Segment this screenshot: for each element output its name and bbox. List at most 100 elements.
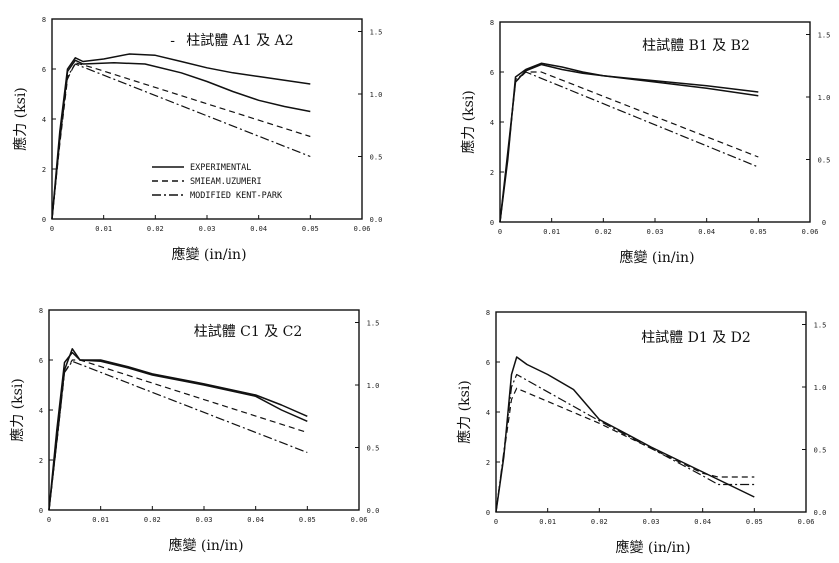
y-tick-label: 8 xyxy=(39,307,43,315)
y2-tick-label: 1.0 xyxy=(814,384,827,392)
y2-tick-label: 1.5 xyxy=(367,320,380,328)
x-tick-label: 0.02 xyxy=(595,228,612,236)
series-line-solid xyxy=(51,53,311,220)
x-tick-label: 0.05 xyxy=(302,225,319,233)
legend-label: EXPERIMENTAL xyxy=(190,163,251,173)
chart-title: 柱試體 A1 及 A2 xyxy=(186,33,293,49)
y2-tick-label: 0.5 xyxy=(367,445,380,453)
series-line-dashdot xyxy=(495,373,755,513)
y-axis-label: 應力 (ksi) xyxy=(9,378,26,442)
x-tick-label: 0.02 xyxy=(147,225,164,233)
chart-panel-2: 0 0.01 0.02 0.03 0.04 0.05 0.060246800.51.01.5… xyxy=(460,19,830,266)
x-tick-label: 0.04 xyxy=(247,516,264,524)
x-axis-label: 應變 (in/in) xyxy=(619,249,694,266)
y2-tick-label: 1.0 xyxy=(367,382,380,390)
y-tick-label: 2 xyxy=(39,457,43,465)
series-line-dashed xyxy=(51,62,311,220)
x-tick-label: 0.04 xyxy=(694,518,711,526)
x-tick-label: 0.06 xyxy=(351,516,368,524)
y-tick-label: 8 xyxy=(486,309,490,317)
y-axis-label: 應力 (ksi) xyxy=(12,87,29,151)
x-tick-label: 0 xyxy=(47,516,51,524)
x-tick-label: 0.05 xyxy=(746,518,763,526)
series-line-solid xyxy=(499,63,759,223)
y2-tick-label: 0.5 xyxy=(370,154,383,162)
y2-tick-label: 1.0 xyxy=(370,91,383,99)
legend-label: SMIEAM.UZUMERI xyxy=(190,177,262,187)
y2-tick-label: 1.5 xyxy=(814,322,827,330)
chart-title: 柱試體 C1 及 C2 xyxy=(194,324,303,340)
chart-title: 柱試體 D1 及 D2 xyxy=(641,330,751,346)
y2-tick-label: 0 xyxy=(822,219,826,227)
x-tick-label: 0.03 xyxy=(199,225,216,233)
y-tick-label: 6 xyxy=(42,66,46,74)
y2-tick-label: 0.0 xyxy=(367,507,380,515)
x-tick-label: 0.01 xyxy=(539,518,556,526)
chart-panel-3: 0 0.01 0.02 0.03 0.04 0.05 0.06 0 2 4 6 8 0.0 0.5 1.0 1… xyxy=(9,307,379,554)
x-tick-label: 0.06 xyxy=(802,228,819,236)
y2-tick-label: 0.5 xyxy=(814,447,827,455)
y-tick-label: 6 xyxy=(490,69,494,77)
legend-label: MODIFIED KENT-PARK xyxy=(190,191,283,201)
y-tick-label: 2 xyxy=(490,169,494,177)
y-tick-label: 8 xyxy=(490,19,494,27)
x-tick-label: 0.03 xyxy=(647,228,664,236)
chart-panel-4: 0 0.01 0.02 0.03 0.04 0.05 0.06 0 2 4 6 8 0.0 0.5 1.0 1… xyxy=(456,309,826,556)
y2-tick-label: 0.0 xyxy=(814,509,827,517)
y-tick-label: 2 xyxy=(486,459,490,467)
y-tick-label: 4 xyxy=(486,409,490,417)
y-tick-label: 4 xyxy=(42,116,46,124)
y-tick-label: 2 xyxy=(42,166,46,174)
series-line-solid xyxy=(48,348,308,511)
x-tick-label: 0.06 xyxy=(798,518,815,526)
series-line-solid xyxy=(48,351,308,511)
y-tick-label: 4 xyxy=(39,407,43,415)
series-line-dashdot xyxy=(499,71,759,223)
x-tick-label: 0.02 xyxy=(144,516,161,524)
y2-tick-label: 0.5 xyxy=(818,157,831,165)
y2-tick-label: 1.0 xyxy=(818,94,831,102)
series-line-dashdot xyxy=(48,360,308,511)
x-tick-label: 0.01 xyxy=(95,225,112,233)
x-tick-label: 0.04 xyxy=(698,228,715,236)
series-line-solid xyxy=(51,59,311,220)
x-axis-label: 應變 (in/in) xyxy=(168,537,243,554)
plot-frame xyxy=(51,18,363,220)
x-tick-label: 0.02 xyxy=(591,518,608,526)
x-tick-label: 0.01 xyxy=(92,516,109,524)
y-tick-label: 8 xyxy=(42,16,46,24)
y-axis-label: 應力 (ksi) xyxy=(460,90,477,154)
x-axis-label: 應變 (in/in) xyxy=(615,539,690,556)
x-tick-label: 0.03 xyxy=(643,518,660,526)
x-axis-label: 應變 (in/in) xyxy=(171,246,246,263)
x-tick-label: 0.05 xyxy=(750,228,767,236)
series-line-solid xyxy=(499,62,759,223)
x-tick-label: 0 xyxy=(494,518,498,526)
series-line-dashed xyxy=(499,71,759,223)
x-tick-label: 0.01 xyxy=(543,228,560,236)
series-line-dashdot xyxy=(51,63,311,220)
chart-panel-1: 0 0.01 0.02 0.03 0.04 0.05 0.06 0 2 4 6 8 0.0 0.5 1.0 1… xyxy=(12,16,382,263)
y-tick-label: 0 xyxy=(39,507,43,515)
chart-title-prefix: - xyxy=(170,33,175,49)
y-axis-label: 應力 (ksi) xyxy=(456,380,473,444)
x-tick-label: 0.06 xyxy=(354,225,371,233)
x-tick-label: 0.04 xyxy=(250,225,267,233)
y-tick-label: 0 xyxy=(490,219,494,227)
y-tick-label: 6 xyxy=(486,359,490,367)
y2-tick-label: 0.0 xyxy=(370,216,383,224)
y2-tick-label: 1.5 xyxy=(818,32,831,40)
y-tick-label: 0 xyxy=(486,509,490,517)
y-tick-label: 0 xyxy=(42,216,46,224)
x-tick-label: 0 xyxy=(50,225,54,233)
plot-frame xyxy=(48,309,360,511)
x-tick-label: 0.03 xyxy=(196,516,213,524)
y-tick-label: 6 xyxy=(39,357,43,365)
x-tick-label: 0 xyxy=(498,228,502,236)
series-line-dashed xyxy=(48,359,308,511)
chart-title: 柱試體 B1 及 B2 xyxy=(642,38,750,54)
y2-tick-label: 1.5 xyxy=(370,29,383,37)
y-tick-label: 4 xyxy=(490,119,494,127)
x-tick-label: 0.05 xyxy=(299,516,316,524)
